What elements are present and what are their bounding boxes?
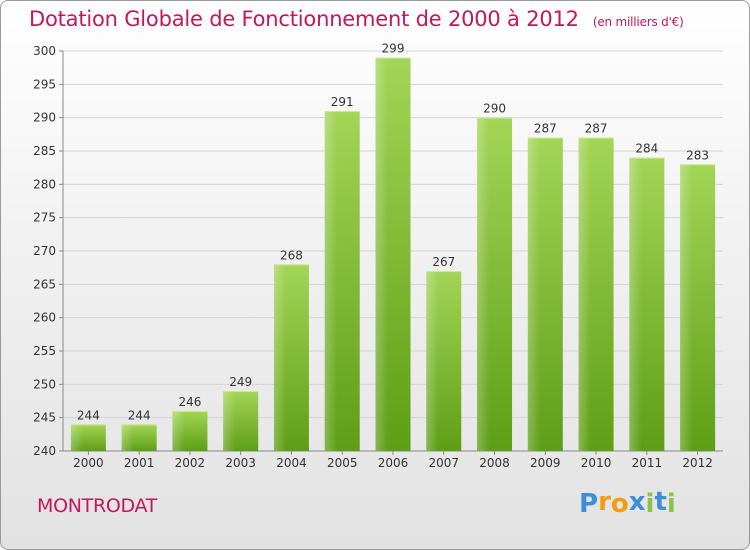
value-label: 249 <box>229 375 252 389</box>
logo-letter: P <box>579 489 599 519</box>
bar-highlight <box>324 111 337 451</box>
logo-letter: o <box>610 489 629 519</box>
proxiti-logo: Proxiti <box>579 487 676 519</box>
bar-highlight <box>477 117 490 452</box>
bar-highlight <box>629 157 642 451</box>
y-tick-label: 275 <box>33 211 56 225</box>
chart-title: Dotation Globale de Fonctionnement de 20… <box>29 7 684 31</box>
value-label: 246 <box>178 395 201 409</box>
value-label: 244 <box>77 408 100 422</box>
logo-letter: t <box>654 487 667 517</box>
x-tick-label: 2002 <box>175 456 206 470</box>
bar-highlight <box>680 164 693 452</box>
logo-letter: r <box>598 487 611 517</box>
logo-letter: i <box>645 489 655 519</box>
logo-letter: i <box>666 489 676 519</box>
bar-highlight <box>273 264 287 451</box>
y-tick-label: 280 <box>33 177 56 191</box>
y-tick-label: 260 <box>33 311 56 325</box>
value-label: 290 <box>483 102 506 116</box>
x-tick-label: 2009 <box>530 456 561 470</box>
x-tick-label: 2006 <box>378 456 409 470</box>
x-tick-label: 2007 <box>428 456 459 470</box>
y-tick-label: 250 <box>33 377 56 391</box>
x-tick-label: 2008 <box>479 456 510 470</box>
bar-highlight <box>121 424 134 451</box>
y-tick-label: 255 <box>33 344 56 358</box>
logo-letter: x <box>628 487 646 517</box>
y-tick-label: 290 <box>33 111 56 125</box>
bar-highlight <box>578 137 591 451</box>
x-tick-label: 2012 <box>682 456 713 470</box>
value-label: 268 <box>280 248 303 262</box>
bar-highlight <box>223 391 236 451</box>
bar-highlight <box>375 57 388 452</box>
value-label: 267 <box>432 255 455 269</box>
value-label: 244 <box>128 408 151 422</box>
y-tick-label: 265 <box>33 277 56 291</box>
value-label: 287 <box>585 122 608 136</box>
y-tick-label: 300 <box>33 44 56 58</box>
bar-highlight <box>70 424 84 451</box>
value-label: 291 <box>331 95 354 109</box>
value-label: 287 <box>534 122 557 136</box>
value-label: 299 <box>382 42 405 56</box>
value-label: 283 <box>686 148 709 162</box>
y-tick-label: 270 <box>33 244 56 258</box>
y-tick-label: 295 <box>33 77 56 91</box>
bar-highlight <box>527 137 541 451</box>
x-tick-label: 2004 <box>276 456 307 470</box>
chart-subtitle: (en milliers d'€) <box>592 15 684 29</box>
value-label: 284 <box>635 142 658 156</box>
commune-name: MONTRODAT <box>37 495 158 517</box>
x-tick-label: 2010 <box>581 456 612 470</box>
y-tick-label: 285 <box>33 144 56 158</box>
x-tick-label: 2003 <box>225 456 256 470</box>
x-tick-label: 2011 <box>632 456 663 470</box>
y-tick-label: 240 <box>33 444 56 458</box>
bar-highlight <box>426 271 439 451</box>
x-tick-label: 2000 <box>73 456 104 470</box>
title-text: Dotation Globale de Fonctionnement de 20… <box>29 7 579 31</box>
x-tick-label: 2005 <box>327 456 358 470</box>
bar-highlight <box>172 411 185 451</box>
x-tick-label: 2001 <box>124 456 155 470</box>
y-tick-label: 245 <box>33 411 56 425</box>
